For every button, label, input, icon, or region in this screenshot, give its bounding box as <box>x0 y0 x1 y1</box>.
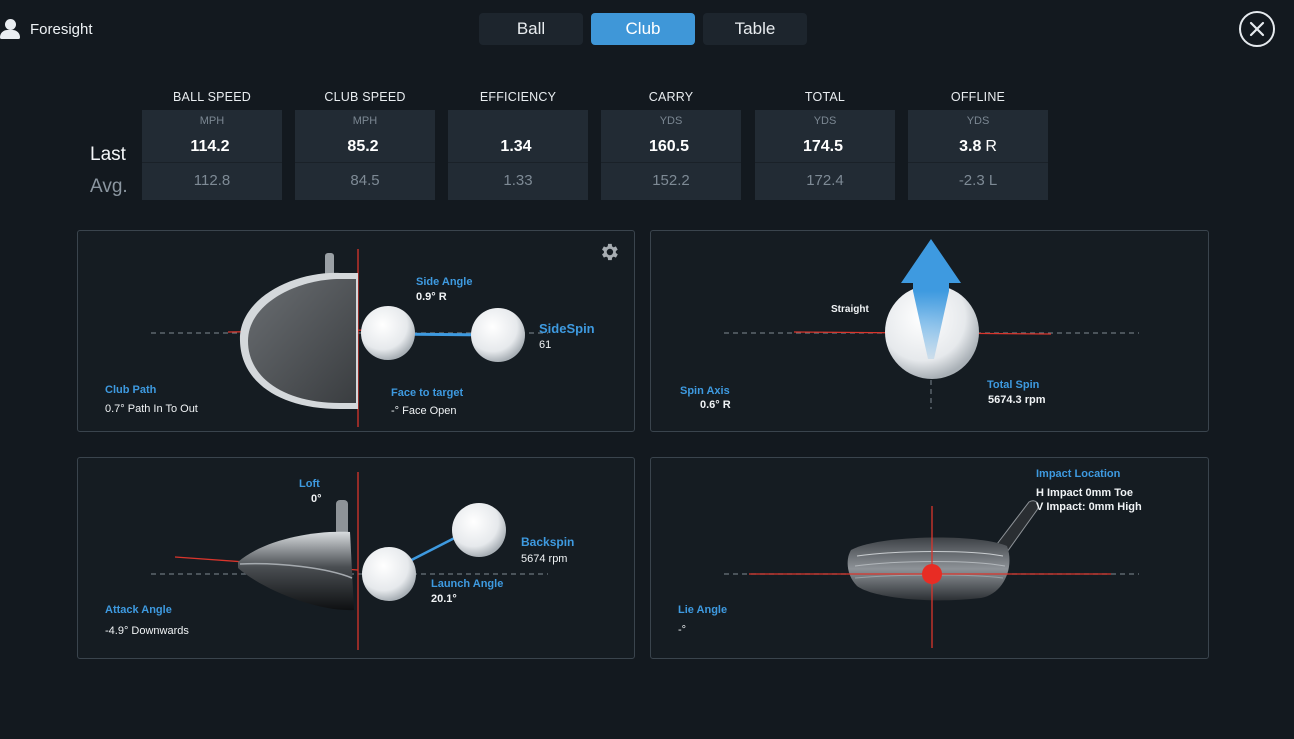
side-angle-label: Side Angle <box>416 276 473 288</box>
stat-header: CARRY <box>648 90 694 104</box>
view-tabs: Ball Club Table <box>479 13 807 45</box>
straight-label: Straight <box>831 304 869 315</box>
stat-avg-value: 172.4 <box>755 162 895 198</box>
spin-axis-value: 0.6° R <box>700 399 731 411</box>
spin-panel: Straight Spin Axis 0.6° R Total Spin 567… <box>650 230 1209 432</box>
impact-dot <box>922 564 942 584</box>
impact-location-label: Impact Location <box>1036 468 1121 480</box>
stat-unit: MPH <box>352 115 378 127</box>
club-path-label: Club Path <box>105 384 157 396</box>
attack-angle-label: Attack Angle <box>105 604 172 616</box>
stat-last-value: 3.8 <box>959 138 982 155</box>
ball-launch <box>452 503 506 557</box>
stat-header: EFFICIENCY <box>479 90 557 104</box>
stat-avg-value: 84.5 <box>295 162 435 198</box>
stat-header: CLUB SPEED <box>324 90 406 104</box>
stat-unit: YDS <box>813 115 837 127</box>
v-impact-value: V Impact: 0mm High <box>1036 501 1142 513</box>
h-impact-value: H Impact 0mm Toe <box>1036 487 1133 499</box>
stat-total: TOTAL YDS 174.5 172.4 <box>755 84 895 200</box>
stat-last-value: 85.2 <box>347 138 379 155</box>
tab-club[interactable]: Club <box>591 13 695 45</box>
row-label-avg: Avg. <box>90 176 128 197</box>
total-spin-value: 5674.3 rpm <box>988 394 1046 406</box>
backspin-label: Backspin <box>521 535 575 549</box>
stat-header: TOTAL <box>804 90 846 104</box>
spin-direction-arrow <box>901 239 961 359</box>
stat-avg-value: 152.2 <box>601 162 741 198</box>
lie-angle-label: Lie Angle <box>678 604 728 616</box>
stat-ball-speed: BALL SPEED MPH 114.2 112.8 <box>142 84 282 200</box>
stat-header: OFFLINE <box>950 90 1006 104</box>
stat-header: BALL SPEED <box>173 90 251 104</box>
spin-axis-label: Spin Axis <box>680 385 730 397</box>
club-path-value: 0.7° Path In To Out <box>105 403 198 415</box>
stat-last-value: 114.2 <box>190 138 230 155</box>
stat-carry: CARRY YDS 160.5 152.2 <box>601 84 741 200</box>
loft-label: Loft <box>299 478 320 490</box>
stat-avg-value: 1.33 <box>448 162 588 198</box>
stat-last-value: 1.34 <box>500 138 532 155</box>
stat-avg-value: 112.8 <box>142 162 282 198</box>
stat-unit <box>448 110 588 132</box>
stat-unit: MPH <box>199 115 225 127</box>
row-label-last: Last <box>90 144 126 165</box>
stat-last-suffix: R <box>985 138 997 155</box>
sidespin-label: SideSpin <box>539 321 595 336</box>
stat-last-value: 174.5 <box>802 138 844 155</box>
tab-ball[interactable]: Ball <box>479 13 583 45</box>
user-icon <box>0 18 22 40</box>
brand: Foresight <box>0 16 93 42</box>
loft-value: 0° <box>311 493 322 505</box>
close-button[interactable] <box>1239 11 1275 47</box>
stat-efficiency: EFFICIENCY 1.34 1.33 <box>448 84 588 200</box>
stat-unit: YDS <box>659 115 683 127</box>
face-to-target-value: -° Face Open <box>391 405 457 417</box>
club-face-graphic <box>847 500 1039 601</box>
lie-angle-value: -° <box>678 624 687 636</box>
launch-angle-value: 20.1° <box>431 593 457 605</box>
brand-label: Foresight <box>30 20 93 38</box>
driver-side-graphic <box>238 500 354 611</box>
attack-angle-value: -4.9° Downwards <box>105 625 189 637</box>
launch-panel: Loft 0° Backspin 5674 rpm Launch Angle 2… <box>77 457 635 659</box>
face-to-target-label: Face to target <box>391 387 464 399</box>
total-spin-label: Total Spin <box>987 379 1040 391</box>
backspin-value: 5674 rpm <box>521 553 568 565</box>
ball-flight <box>471 308 525 362</box>
sidespin-value: 61 <box>539 339 552 351</box>
club-head-graphic <box>239 253 358 409</box>
close-icon <box>1249 21 1265 37</box>
ball-at-impact <box>361 306 415 360</box>
side-angle-value: 0.9° R <box>416 291 447 303</box>
stat-last-value: 160.5 <box>648 138 690 155</box>
launch-angle-label: Launch Angle <box>431 578 504 590</box>
gear-icon[interactable] <box>598 241 620 263</box>
stat-club-speed: CLUB SPEED MPH 85.2 84.5 <box>295 84 435 200</box>
stat-offline: OFFLINE YDS 3.8 R -2.3 L <box>908 84 1048 200</box>
stat-unit: YDS <box>966 115 990 127</box>
club-path-panel: Side Angle 0.9° R SideSpin 61 Club Path … <box>77 230 635 432</box>
impact-panel: Impact Location H Impact 0mm Toe V Impac… <box>650 457 1209 659</box>
tab-table[interactable]: Table <box>703 13 807 45</box>
ball-at-impact <box>362 547 416 601</box>
stat-avg-value: -2.3 L <box>908 162 1048 198</box>
